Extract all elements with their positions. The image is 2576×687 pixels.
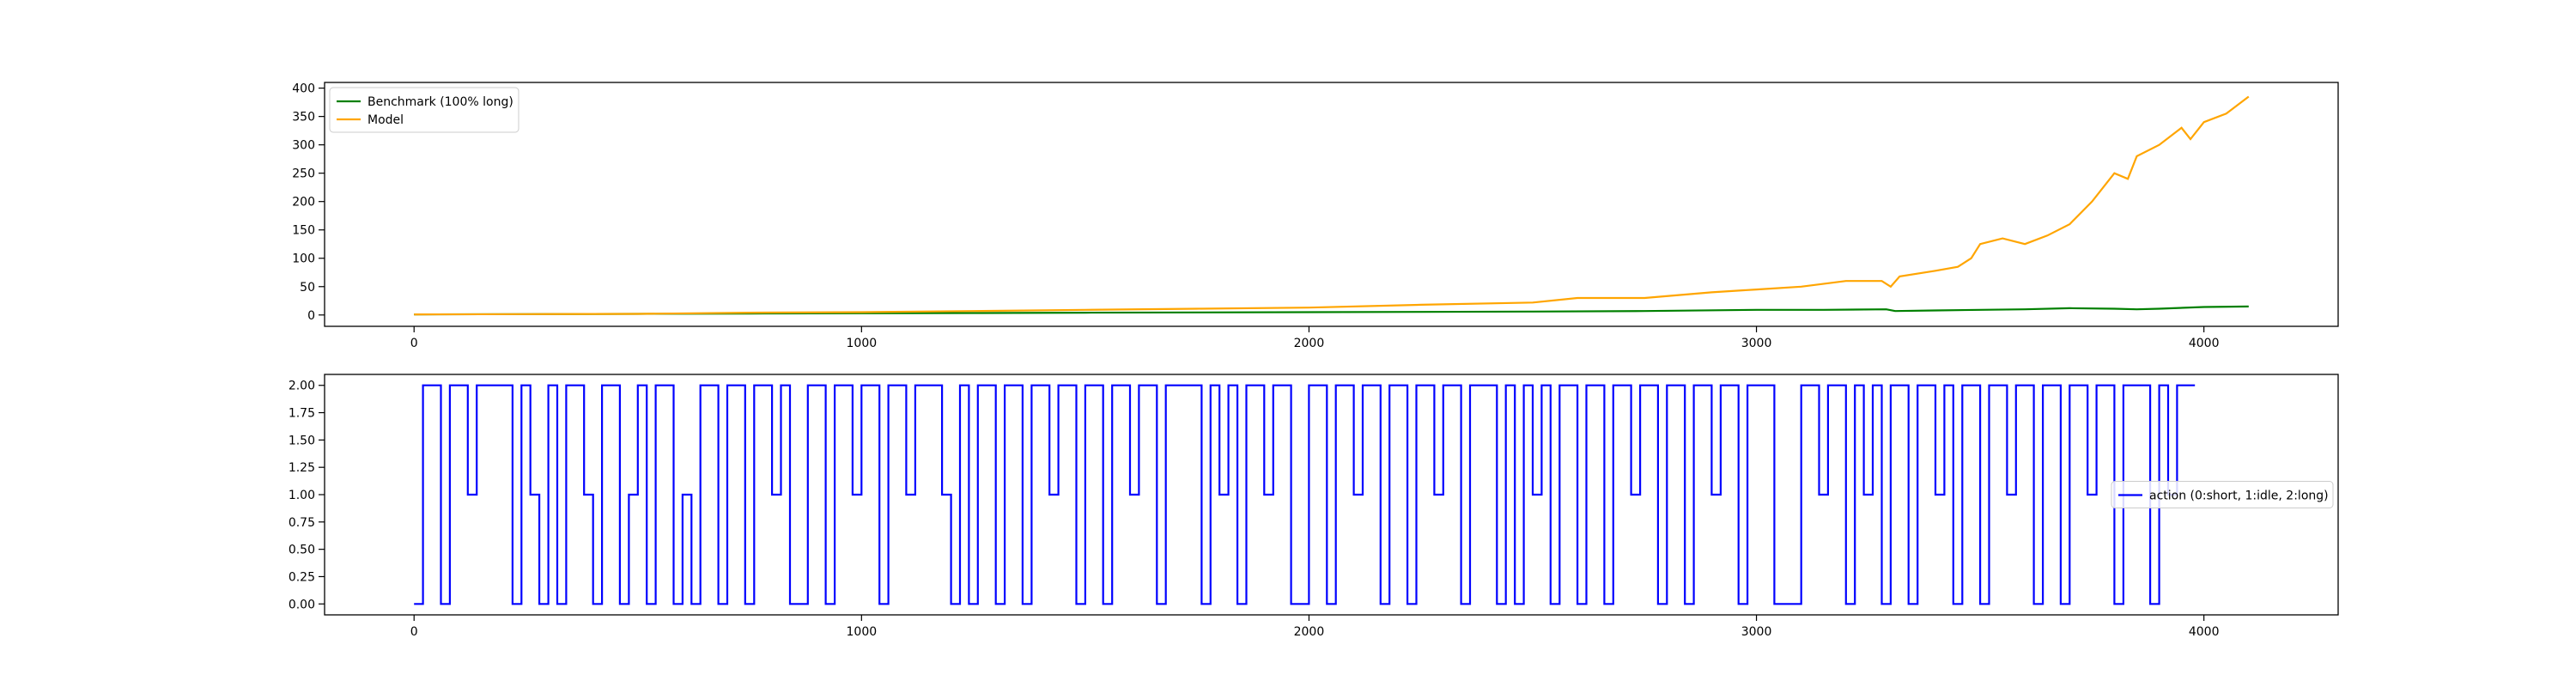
axes-frame: [324, 82, 2339, 327]
y-tick-label: 2.00: [289, 380, 315, 393]
y-tick-label: 350: [292, 111, 315, 125]
y-tick-label: 400: [292, 82, 315, 96]
y-tick-label: 0.50: [289, 544, 315, 557]
legend-label: action (0:short, 1:idle, 2:long): [2149, 489, 2329, 503]
x-tick-label: 2000: [1294, 625, 1325, 639]
top-panel-equity-curve: 0 1000 2000 3000 4000 0 50 100 150 200 250 300 350 40…: [292, 82, 2339, 350]
legend-label: Model: [368, 113, 404, 127]
y-tick-label: 1.25: [289, 461, 315, 475]
y-tick-label: 150: [292, 224, 315, 238]
legend-box: [329, 87, 519, 133]
y-tick-label: 1.75: [289, 407, 315, 421]
x-tick-label: 4000: [2189, 337, 2220, 350]
legend-box: [2111, 481, 2334, 508]
legend-label: Benchmark (100% long): [368, 95, 513, 109]
y-tick-label: 0: [307, 309, 315, 323]
x-tick-label: 3000: [1741, 625, 1772, 639]
legend: Benchmark (100% long) Model: [329, 87, 519, 133]
axes-frame: [324, 374, 2339, 616]
legend: action (0:short, 1:idle, 2:long): [2111, 481, 2334, 508]
series-line-0-1: [414, 95, 2250, 316]
x-tick-label: 4000: [2189, 625, 2220, 639]
y-tick-label: 0.25: [289, 570, 315, 584]
y-tick-label: 0.75: [289, 516, 315, 530]
x-tick-label: 3000: [1741, 337, 1772, 350]
series-line-0-0: [414, 305, 2249, 316]
series-line-1-0: [414, 384, 2196, 605]
y-tick-label: 200: [292, 196, 315, 210]
x-tick-label: 1000: [847, 625, 878, 639]
y-tick-label: 1.50: [289, 434, 315, 447]
y-tick-label: 100: [292, 252, 315, 266]
y-tick-label: 0.00: [289, 598, 315, 611]
y-tick-label: 300: [292, 139, 315, 153]
bottom-panel-action-trace: 0 1000 2000 3000 4000 0.00 0.25 0.50 0.75 1.00 1.2…: [289, 374, 2339, 639]
x-tick-label: 2000: [1294, 337, 1325, 350]
x-tick-label: 0: [410, 337, 418, 350]
y-tick-label: 1.00: [289, 489, 315, 502]
y-tick-label: 50: [300, 281, 315, 295]
x-tick-label: 1000: [847, 337, 878, 350]
x-tick-label: 0: [410, 625, 418, 639]
y-tick-label: 250: [292, 167, 315, 181]
